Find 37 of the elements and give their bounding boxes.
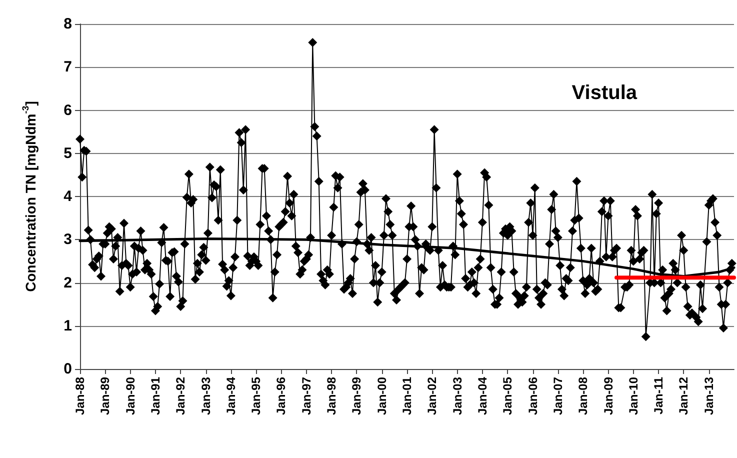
y-tick-label: 1 bbox=[64, 317, 72, 334]
x-tick-label: Jan-98 bbox=[324, 376, 339, 416]
y-tick-label: 4 bbox=[64, 188, 73, 205]
y-tick-label: 0 bbox=[64, 360, 72, 378]
y-tick-label: 2 bbox=[64, 274, 72, 292]
x-tick-label: Jan-07 bbox=[550, 376, 565, 416]
text: Vistula bbox=[572, 82, 638, 104]
x-tick-label: Jan-10 bbox=[626, 376, 640, 416]
x-tick-label: Jan-93 bbox=[198, 376, 213, 416]
y-tick-label: 7 bbox=[64, 58, 72, 76]
x-tick-label: Jan-96 bbox=[274, 376, 288, 416]
x-tick-label: Jan-12 bbox=[676, 376, 691, 416]
x-tick-label: Jan-91 bbox=[148, 376, 162, 416]
x-tick-label: Jan-90 bbox=[123, 376, 138, 416]
y-tick-label: 8 bbox=[64, 16, 72, 32]
y-tick-label: 5 bbox=[64, 144, 72, 162]
x-tick-label: Jan-99 bbox=[350, 376, 364, 416]
x-tick-label: Jan-92 bbox=[174, 376, 188, 416]
y-tick-label: 6 bbox=[64, 102, 72, 119]
x-tick-label: Jan-02 bbox=[425, 376, 440, 416]
x-tick-label: Jan-00 bbox=[374, 376, 389, 416]
x-tick-label: Jan-03 bbox=[450, 376, 464, 416]
x-tick-label: Jan-05 bbox=[500, 376, 515, 416]
y-tick-label: 3 bbox=[64, 231, 72, 248]
x-tick-label: Jan-11 bbox=[652, 376, 666, 414]
x-tick-label: Jan-97 bbox=[299, 376, 314, 416]
x-tick-label: Jan-01 bbox=[400, 376, 414, 416]
x-tick-label: Jan-88 bbox=[73, 376, 87, 416]
x-tick-label: Jan-89 bbox=[98, 376, 112, 416]
x-tick-label: Jan-13 bbox=[702, 376, 716, 416]
x-tick-label: Jan-08 bbox=[576, 376, 590, 416]
x-tick-label: Jan-09 bbox=[601, 376, 616, 416]
x-tick-label: Jan-94 bbox=[224, 376, 238, 416]
y-axis-title: Concentration TN [mgNdm-3] bbox=[20, 101, 38, 292]
x-tick-label: Jan-95 bbox=[249, 376, 264, 416]
x-tick-label: Jan-06 bbox=[526, 376, 540, 416]
x-tick-label: Jan-04 bbox=[475, 376, 490, 416]
